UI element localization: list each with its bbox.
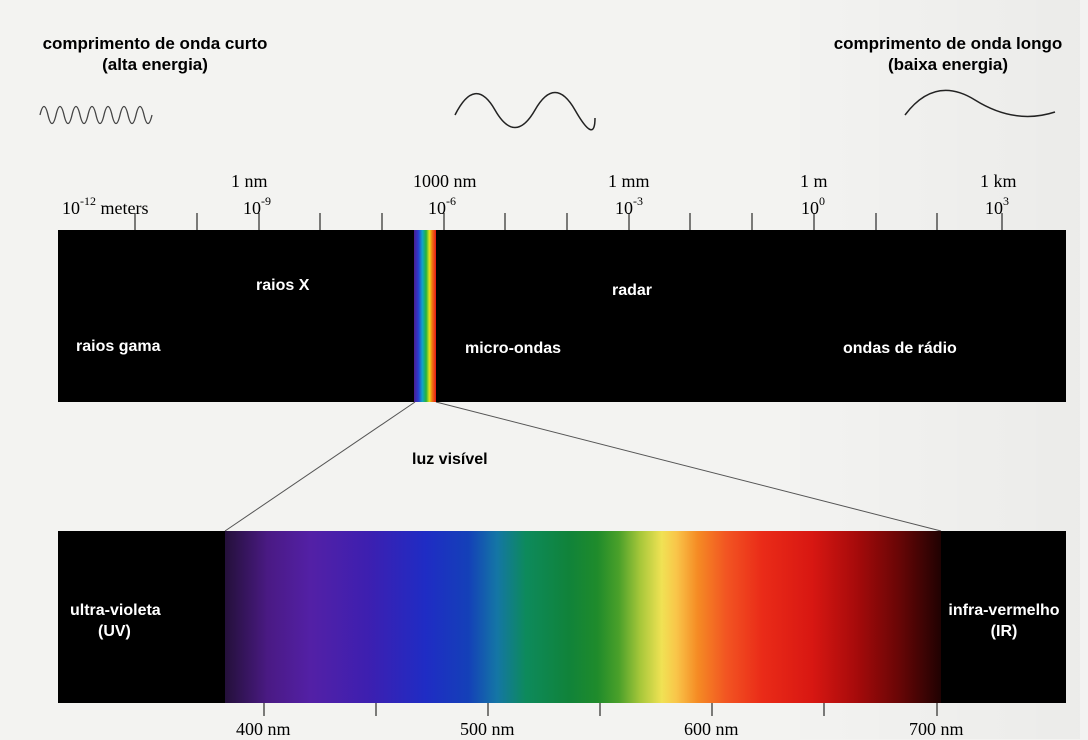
exp-label-0: 100 bbox=[801, 194, 825, 218]
scale-label-1m: 1 m bbox=[800, 171, 828, 191]
long-wavelength-caption: comprimento de onda longo (baixa energia… bbox=[812, 33, 1084, 75]
scale-label-1mm: 1 mm bbox=[608, 171, 650, 191]
long-wave-icon bbox=[904, 89, 1056, 118]
nm-ticks bbox=[263, 703, 938, 716]
visible-light-title: luz visível bbox=[412, 451, 488, 468]
uv-label-line1: ultra-violeta bbox=[70, 602, 161, 619]
band-label-gamma: raios gama bbox=[76, 338, 161, 355]
visible-light-strip bbox=[414, 230, 436, 402]
scale-label-1000nm: 1000 nm bbox=[413, 171, 477, 191]
exp-label-m6: 10-6 bbox=[428, 194, 456, 218]
uv-label: ultra-violeta (UV) bbox=[70, 600, 161, 642]
scale-ticks bbox=[134, 213, 1003, 230]
short-wavelength-title: comprimento de onda curto bbox=[42, 34, 268, 53]
visible-spectrum-gradient bbox=[225, 531, 941, 703]
band-label-radar: radar bbox=[612, 282, 653, 299]
scale-label-1km: 1 km bbox=[980, 171, 1017, 191]
zoom-line-left bbox=[224, 401, 416, 532]
long-wavelength-title: comprimento de onda longo bbox=[833, 34, 1063, 53]
scale-label-1nm: 1 nm bbox=[231, 171, 268, 191]
nm-label-600: 600 nm bbox=[684, 719, 739, 739]
band-label-xray: raios X bbox=[256, 277, 310, 294]
ir-label-line1: infra-vermelho bbox=[948, 602, 1060, 619]
short-wave-icon bbox=[39, 105, 153, 125]
exp-label-3: 103 bbox=[985, 194, 1009, 218]
nm-label-700: 700 nm bbox=[909, 719, 964, 739]
nm-label-400: 400 nm bbox=[236, 719, 291, 739]
band-label-microwave: micro-ondas bbox=[465, 340, 562, 357]
nm-label-500: 500 nm bbox=[460, 719, 515, 739]
medium-wave-icon bbox=[454, 91, 596, 131]
ir-label-line2: (IR) bbox=[990, 623, 1018, 640]
low-energy-note: (baixa energia) bbox=[888, 55, 1008, 74]
em-spectrum-band bbox=[58, 230, 1066, 402]
meters-unit: meters bbox=[100, 198, 149, 218]
short-wavelength-caption: comprimento de onda curto (alta energia) bbox=[40, 33, 270, 75]
exp-label-m3: 10-3 bbox=[615, 194, 643, 218]
exp-label-m12: 10-12 meters bbox=[62, 194, 149, 218]
band-label-radio: ondas de rádio bbox=[843, 340, 957, 357]
uv-label-line2: (UV) bbox=[98, 623, 131, 640]
zoom-line-right bbox=[435, 401, 942, 532]
high-energy-note: (alta energia) bbox=[102, 55, 208, 74]
exp-label-m9: 10-9 bbox=[243, 194, 271, 218]
ir-label: infra-vermelho (IR) bbox=[942, 600, 1066, 642]
